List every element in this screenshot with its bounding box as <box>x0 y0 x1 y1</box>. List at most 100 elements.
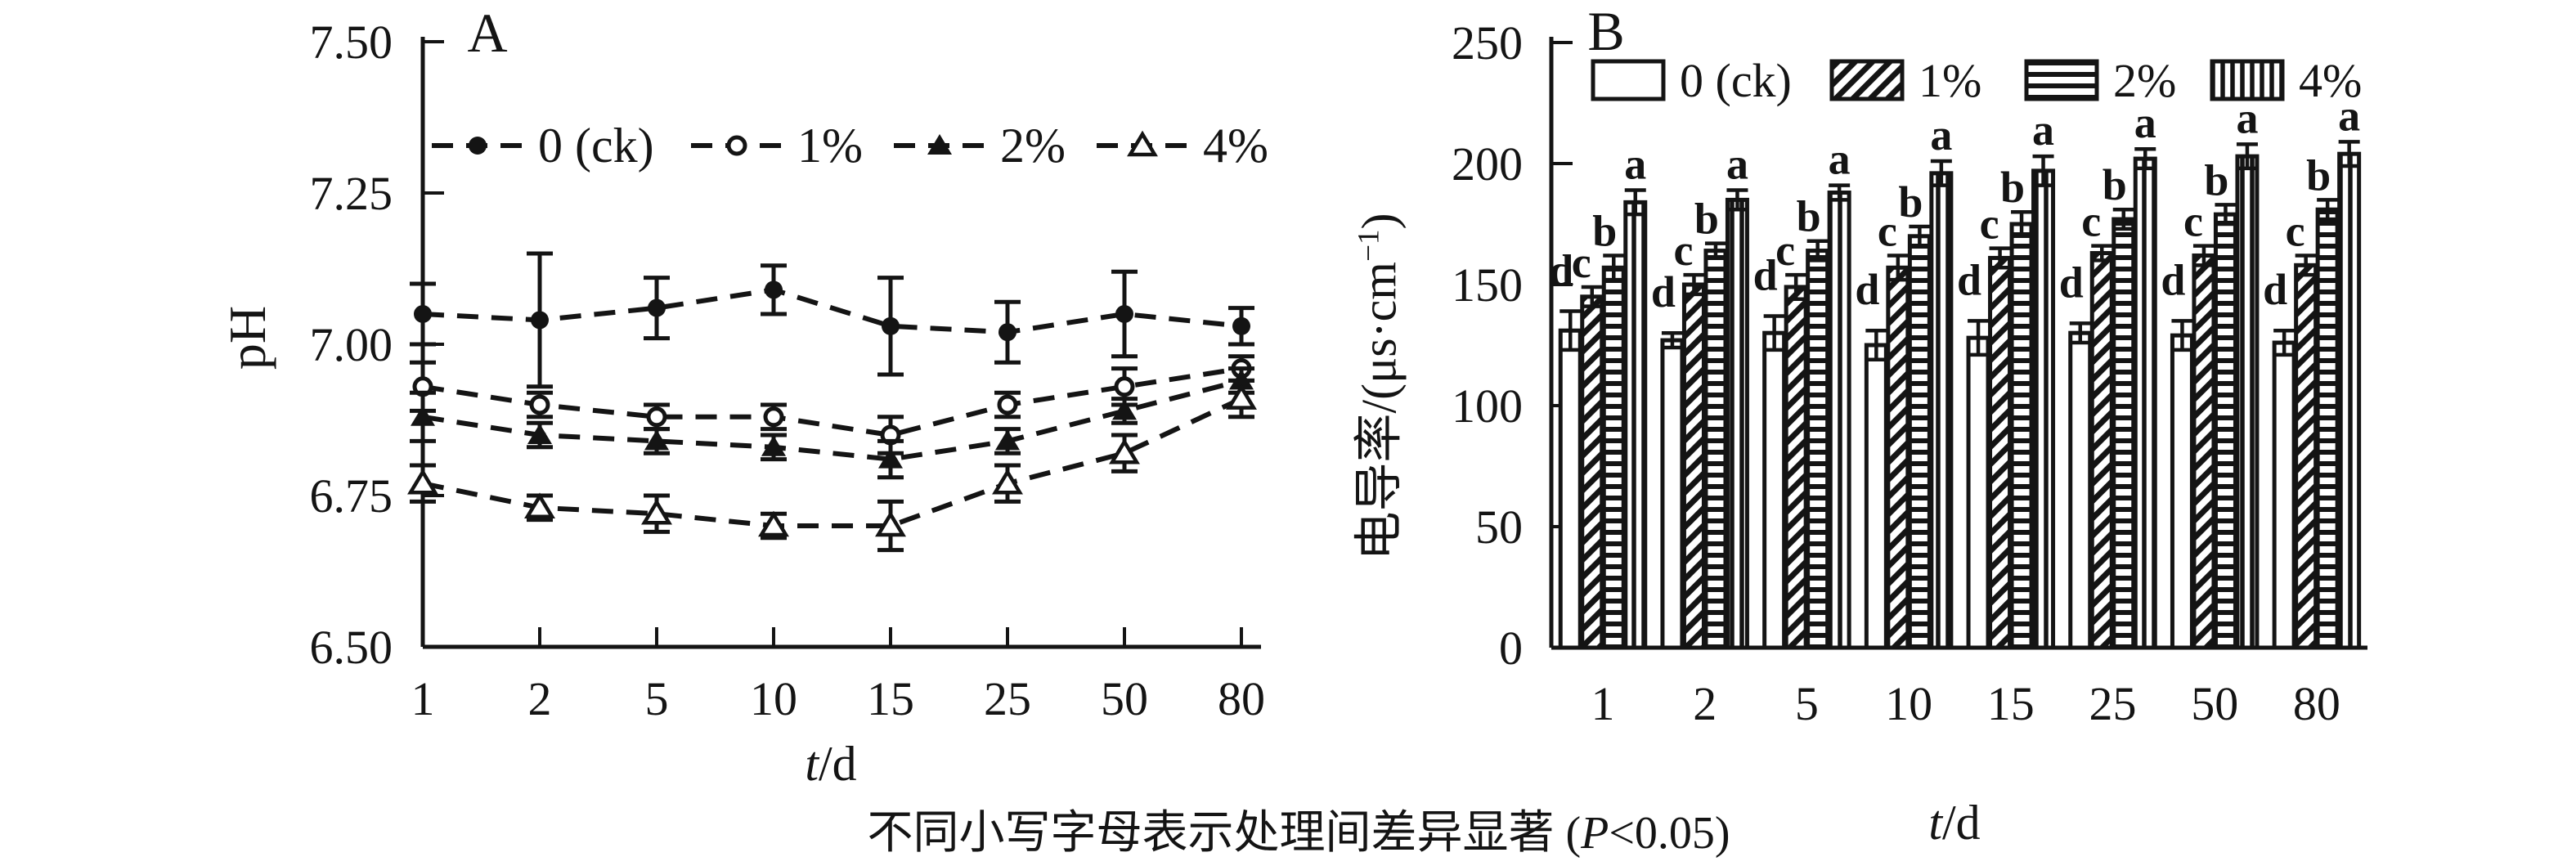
svg-text:4%: 4% <box>2299 54 2362 107</box>
bar-2%-t10 <box>1907 234 1932 650</box>
conductivity-label-main: 电导率/(μs·cm <box>1352 262 1407 561</box>
svg-text:80: 80 <box>2293 677 2340 730</box>
svg-text:7.50: 7.50 <box>310 16 393 69</box>
bar-0 (ck)-t15 <box>1966 335 1990 650</box>
bar-1%-t15 <box>1988 255 2013 650</box>
svg-text:5: 5 <box>645 672 669 725</box>
bar-0 (ck)-t10 <box>1864 343 1888 650</box>
panel-b-y-axis-title: 电导率/(μs·cm−1) <box>1352 213 1407 561</box>
caption-threshold: <0.05) <box>1609 808 1730 859</box>
legend-item-0 (ck): 0 (ck) <box>432 119 654 173</box>
svg-text:10: 10 <box>1885 677 1932 730</box>
bar-4%-t25 <box>2133 156 2157 650</box>
bar-4%-t80 <box>2337 151 2362 650</box>
svg-text:2%: 2% <box>1000 119 1066 173</box>
svg-text:0: 0 <box>1499 621 1523 675</box>
svg-text:5: 5 <box>1795 677 1819 730</box>
svg-text:7.00: 7.00 <box>310 318 393 371</box>
bar-4%-t10 <box>1929 171 1954 650</box>
bar-4%-t1 <box>1623 200 1648 650</box>
svg-text:c: c <box>2081 197 2101 246</box>
svg-text:250: 250 <box>1452 16 1523 70</box>
bar-2%-t1 <box>1601 265 1626 650</box>
legend-item-1%: 1% <box>691 119 863 173</box>
bar-series-0 (ck): dddddddd <box>1549 246 2296 650</box>
svg-text:1: 1 <box>411 672 435 725</box>
svg-text:0 (ck): 0 (ck) <box>1680 54 1792 107</box>
series-2% <box>410 366 1254 480</box>
svg-text:b: b <box>2204 155 2228 204</box>
svg-text:b: b <box>2000 163 2025 212</box>
svg-text:50: 50 <box>1101 672 1148 725</box>
svg-text:80: 80 <box>1218 672 1265 725</box>
svg-text:d: d <box>1549 246 1573 295</box>
svg-text:b: b <box>1592 206 1617 255</box>
svg-text:50: 50 <box>2191 677 2238 730</box>
svg-text:a: a <box>1930 110 1952 159</box>
bar-series-2%: b b b b b b b b <box>1592 150 2340 650</box>
panel-a: 7.507.257.006.756.501 2 5 10 15 25 50 800 (ck) 1… <box>310 16 1268 725</box>
bar-4%-t50 <box>2235 154 2260 650</box>
svg-text:2%: 2% <box>2113 54 2176 107</box>
svg-text:d: d <box>1957 255 1981 304</box>
bar-0 (ck)-t1 <box>1558 328 1582 650</box>
svg-text:c: c <box>2286 206 2305 255</box>
svg-text:a: a <box>1624 140 1646 189</box>
svg-text:d: d <box>2161 255 2185 304</box>
bar-0 (ck)-t50 <box>2170 333 2194 650</box>
bar-0 (ck)-t5 <box>1762 330 1787 650</box>
x-axis-variable: t <box>805 737 819 791</box>
conductivity-label-exponent: −1 <box>1352 229 1386 262</box>
panel-a-letter: A <box>467 2 508 64</box>
svg-text:c: c <box>1572 238 1591 287</box>
bar-2%-t5 <box>1806 249 1830 650</box>
svg-text:a: a <box>1726 140 1748 189</box>
bar-4%-t15 <box>2031 168 2056 650</box>
svg-text:15: 15 <box>1987 677 2035 730</box>
significance-note: 不同小写字母表示处理间差异显著 (P<0.05) <box>867 810 1730 856</box>
bar-2%-t80 <box>2315 207 2340 650</box>
legend-item-4%: 4% <box>1097 119 1268 173</box>
svg-text:4%: 4% <box>1203 119 1268 173</box>
svg-text:1%: 1% <box>797 119 863 173</box>
svg-text:d: d <box>1651 267 1676 316</box>
panel-b-letter: B <box>1587 0 1625 62</box>
svg-text:a: a <box>2338 91 2360 140</box>
svg-text:b: b <box>2306 150 2331 200</box>
bar-2%-t15 <box>2009 222 2034 650</box>
panel-a-x-axis-title: t/d <box>805 739 856 788</box>
svg-text:15: 15 <box>867 672 914 725</box>
svg-text:1: 1 <box>1591 677 1615 730</box>
svg-text:a: a <box>2134 98 2156 147</box>
bar-1%-t1 <box>1580 294 1604 650</box>
bar-series-4%: a a a a a a a a <box>1623 91 2362 650</box>
bar-4%-t2 <box>1725 197 1749 650</box>
svg-text:b: b <box>1694 195 1719 244</box>
svg-text:100: 100 <box>1452 379 1523 433</box>
svg-text:10: 10 <box>750 672 797 725</box>
svg-text:2: 2 <box>1693 677 1717 730</box>
svg-text:25: 25 <box>984 672 1031 725</box>
bar-1%-t10 <box>1886 265 1910 650</box>
svg-text:a: a <box>2032 105 2054 155</box>
svg-text:6.75: 6.75 <box>310 469 393 523</box>
svg-text:200: 200 <box>1452 137 1523 191</box>
caption-text: 不同小写字母表示处理间差异显著 ( <box>867 808 1582 859</box>
bar-2%-t25 <box>2112 217 2136 650</box>
svg-text:c: c <box>2183 197 2203 246</box>
series-4% <box>407 378 1257 553</box>
bar-2%-t2 <box>1703 249 1728 650</box>
bar-0 (ck)-t25 <box>2068 330 2093 650</box>
svg-text:d: d <box>1753 250 1778 299</box>
bar-1%-t5 <box>1784 285 1808 650</box>
legend-item-2%: 2% <box>894 119 1066 173</box>
bar-0 (ck)-t2 <box>1660 338 1685 650</box>
svg-text:c: c <box>1775 226 1795 275</box>
panel-a-y-axis-title: pH <box>218 305 276 370</box>
panel-b-x-axis-title: t/d <box>1928 798 1980 847</box>
bar-1%-t25 <box>2089 251 2114 650</box>
svg-text:d: d <box>2263 265 2287 314</box>
legend-item-1%: 1% <box>1829 54 1981 107</box>
svg-text:50: 50 <box>1475 500 1523 554</box>
